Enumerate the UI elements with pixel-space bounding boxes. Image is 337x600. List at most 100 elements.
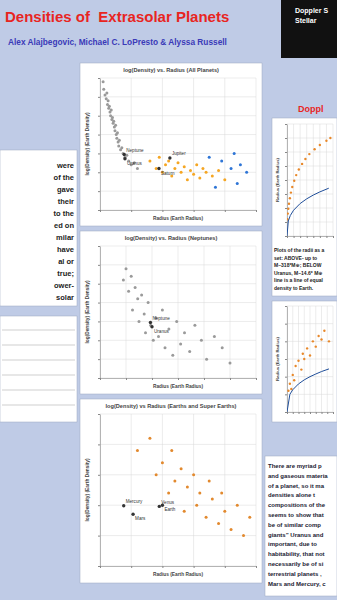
grid-line <box>100 283 256 284</box>
tick <box>256 210 257 212</box>
grid-line <box>100 264 256 265</box>
tick <box>285 236 287 237</box>
point <box>102 88 105 91</box>
tick-mark <box>98 265 100 266</box>
tick <box>162 210 163 212</box>
point <box>248 516 251 519</box>
grid-line <box>287 138 333 139</box>
body-text: densities alone t <box>268 492 315 498</box>
grid-line <box>287 222 333 223</box>
annotation: Uranus <box>127 161 143 166</box>
point <box>179 343 182 346</box>
annotation: Uranus <box>154 329 170 334</box>
tick-mark <box>285 377 287 378</box>
grid-line <box>100 414 101 566</box>
point <box>120 146 123 149</box>
tick-mark <box>294 236 295 238</box>
tick-mark <box>126 378 127 380</box>
axis-line <box>287 125 288 237</box>
tick-mark <box>194 210 195 212</box>
point <box>323 330 325 332</box>
point <box>186 178 189 181</box>
point <box>325 140 327 142</box>
grid-line <box>100 359 256 360</box>
annotation: Venus <box>161 500 174 505</box>
x-axis <box>288 412 334 414</box>
point <box>130 275 133 278</box>
body-text: of the <box>54 173 74 182</box>
tick-mark <box>327 412 328 414</box>
point <box>289 197 291 199</box>
x-axis <box>101 566 257 568</box>
grid-line <box>100 302 256 303</box>
point <box>148 159 151 162</box>
body-text: necessarily be of si <box>268 561 324 567</box>
tick <box>98 284 100 285</box>
point <box>118 139 121 142</box>
point <box>211 175 214 178</box>
tick-mark <box>333 412 334 414</box>
tick-mark <box>333 236 334 238</box>
tick <box>285 194 287 195</box>
table-rule <box>2 375 75 376</box>
grid-line <box>287 306 333 307</box>
tick-mark <box>285 306 287 307</box>
x-axis <box>288 236 334 238</box>
annotation-point <box>149 321 152 324</box>
axis-line <box>101 210 257 211</box>
y-axis <box>98 415 101 567</box>
point <box>147 301 150 304</box>
tick <box>256 378 257 380</box>
grid-line <box>100 246 256 247</box>
tick <box>98 172 100 173</box>
grid-line <box>193 78 194 210</box>
point <box>300 368 302 370</box>
tick <box>98 566 100 567</box>
plot-area <box>122 267 232 364</box>
tick-mark <box>98 210 100 211</box>
point <box>208 156 211 159</box>
body-text: were <box>56 161 74 170</box>
plot-area <box>287 137 332 236</box>
tick <box>256 566 257 568</box>
poster: Doppler SStellarDensities of Extrasolar … <box>0 0 337 600</box>
point <box>107 99 110 102</box>
logo-box <box>281 0 337 58</box>
grid-line <box>100 191 256 192</box>
tick <box>98 321 100 322</box>
grid-line <box>100 444 256 445</box>
point <box>309 354 311 356</box>
point <box>292 374 294 376</box>
point <box>136 449 139 452</box>
axis-line <box>100 79 101 211</box>
panel <box>80 399 262 583</box>
grid-line <box>100 474 256 475</box>
annotation: Mercury <box>126 499 143 504</box>
point <box>134 286 137 289</box>
tick-mark <box>299 412 300 414</box>
tick-mark <box>313 236 314 238</box>
tick <box>316 412 317 414</box>
point <box>193 324 196 327</box>
point <box>136 297 139 300</box>
body-text: have <box>57 245 74 254</box>
tick <box>313 236 314 238</box>
panel <box>80 63 262 226</box>
point <box>195 163 198 166</box>
grid-line <box>304 306 305 412</box>
tick-mark <box>152 378 153 380</box>
tick <box>98 97 100 98</box>
tick <box>307 236 308 238</box>
tick <box>285 394 287 395</box>
caption-text: density to Earth. <box>274 285 314 291</box>
tick <box>293 412 294 414</box>
body-text: ower- <box>54 281 75 290</box>
tick-mark <box>98 135 100 136</box>
grid-line <box>287 194 333 195</box>
tick-mark <box>326 236 327 238</box>
grid-line <box>152 246 153 378</box>
y-axis <box>98 79 101 211</box>
body-text: giants” Uranus and <box>268 532 324 538</box>
point <box>138 320 141 323</box>
point <box>186 485 189 488</box>
